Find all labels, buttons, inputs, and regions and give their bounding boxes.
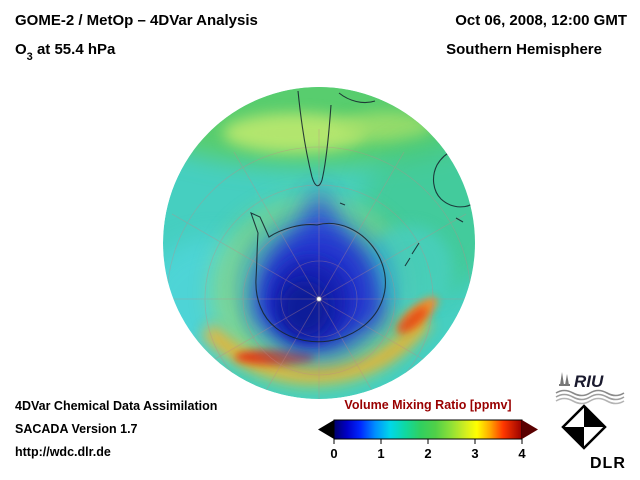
colorbar-gradient-bar — [333, 419, 523, 440]
colorbar-title: Volume Mixing Ratio [ppmv] — [344, 398, 512, 412]
cathedral-icon — [559, 372, 570, 386]
colorbar-tick-label: 4 — [518, 446, 526, 461]
dlr-text: DLR — [590, 455, 626, 472]
figure-title: GOME-2 / MetOp – 4DVar Analysis — [15, 12, 258, 29]
subtitle-species: O — [15, 41, 27, 58]
ozone-map-globe — [163, 87, 475, 399]
colorbar-tick-label: 2 — [424, 446, 432, 461]
subtitle-subscript: 3 — [26, 51, 33, 63]
south-pole-marker — [316, 296, 322, 302]
colorbar-tick-label: 1 — [377, 446, 385, 461]
colorbar-right-arrow — [522, 420, 538, 439]
figure-subtitle: O3 at 55.4 hPa — [15, 41, 116, 63]
datetime-label: Oct 06, 2008, 12:00 GMT — [455, 12, 627, 29]
colorbar — [318, 419, 538, 444]
colorbar-left-arrow — [318, 420, 334, 439]
credit-line-version: SACADA Version 1.7 — [15, 422, 138, 436]
colorbar-tick-label: 0 — [330, 446, 338, 461]
hemisphere-label: Southern Hemisphere — [446, 41, 602, 58]
credit-line-assimilation: 4DVar Chemical Data Assimilation — [15, 399, 218, 413]
riu-text: RIU — [574, 372, 604, 391]
colorbar-tick-marks — [333, 439, 523, 444]
dlr-emblem-icon — [561, 404, 607, 450]
subtitle-level: at 55.4 hPa — [32, 41, 116, 58]
riu-waves — [555, 389, 625, 405]
dlr-logo: DLR — [560, 403, 626, 473]
credit-line-url: http://wdc.dlr.de — [15, 445, 111, 459]
riu-logo: RIU — [552, 369, 632, 407]
ozone-field — [163, 87, 475, 399]
colorbar-tick-label: 3 — [471, 446, 479, 461]
